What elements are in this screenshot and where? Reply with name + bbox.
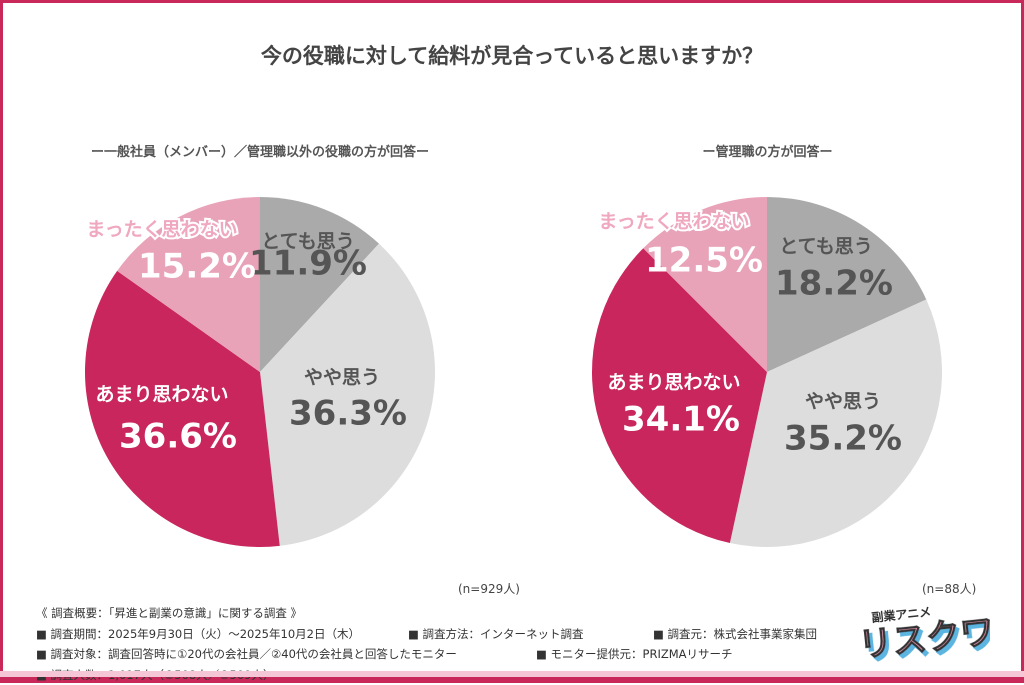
value-somewhat: 36.3% <box>289 394 407 434</box>
footer-source: ■ 調査元：株式会社事業家集団 <box>653 627 817 641</box>
left-sample-size: (n=929人) <box>458 580 520 597</box>
label-not-at-all: まったく思わない <box>86 219 237 241</box>
value-somewhat: 35.2% <box>784 419 902 459</box>
footer-target: ■ 調査対象：調査回答時に①20代の会社員／②40代の会社員と回答したモニター <box>36 644 536 665</box>
footer-method: ■ 調査方法：インターネット調査 <box>408 624 653 645</box>
footer-period: ■ 調査期間：2025年9月30日（火）〜2025年10月2日（木） <box>36 624 408 645</box>
value-very-much: 18.2% <box>775 264 893 304</box>
label-somewhat: やや思う <box>805 391 881 413</box>
bottom-accent <box>0 671 1024 677</box>
footer-provider: ■ モニター提供元：PRIZMAリサーチ <box>536 647 733 661</box>
value-not-really: 34.1% <box>622 400 740 440</box>
logo: 副業アニメ リスクワ! <box>850 604 990 670</box>
label-somewhat: やや思う <box>304 367 380 389</box>
value-not-at-all: 12.5% <box>645 241 763 281</box>
label-not-really: あまり思わない <box>95 384 228 406</box>
label-not-at-all: まったく思わない <box>598 211 749 233</box>
footer-heading: 《 調査概要：「昇進と副業の意識」に関する調査 》 <box>36 603 817 624</box>
label-very-much: とても思う <box>779 236 872 258</box>
value-not-really: 36.6% <box>119 417 237 457</box>
value-very-much: 11.9% <box>249 244 367 284</box>
label-not-really: あまり思わない <box>607 372 740 394</box>
value-not-at-all: 15.2% <box>138 247 256 287</box>
right-sample-size: (n=88人) <box>922 580 976 597</box>
